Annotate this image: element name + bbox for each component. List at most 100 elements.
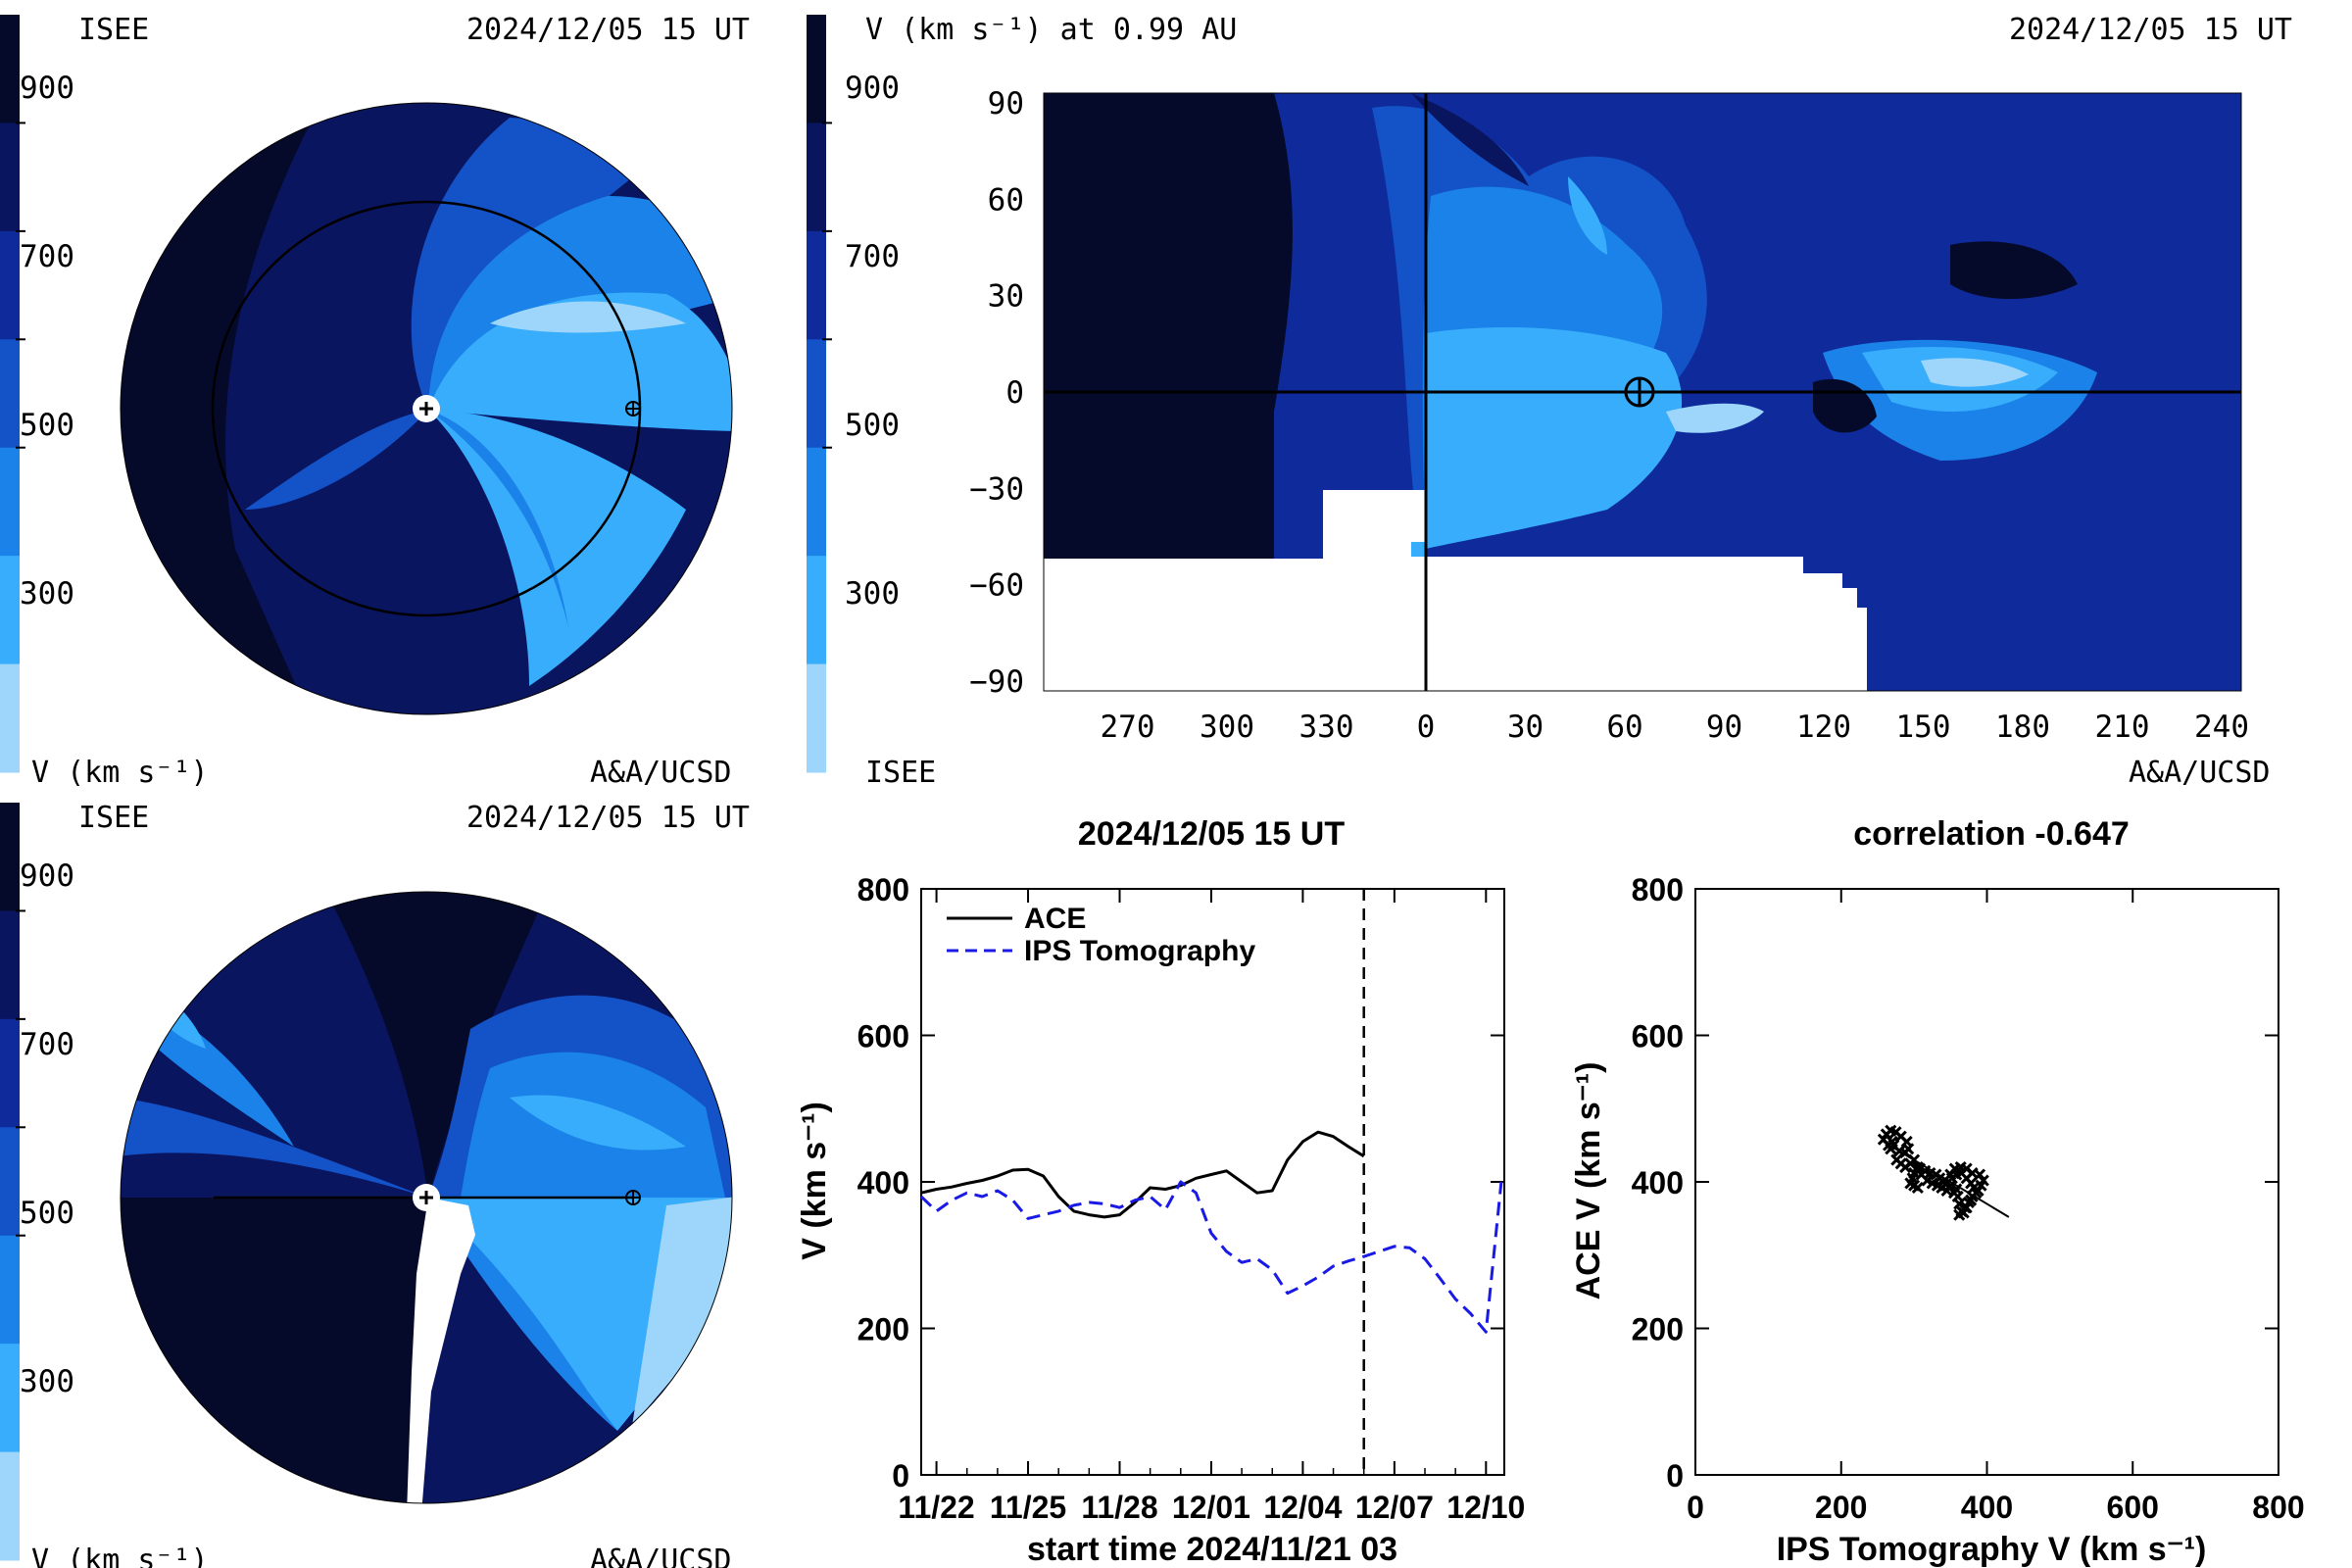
map-nodata-region bbox=[1044, 559, 1259, 691]
colorbar-band bbox=[0, 663, 20, 773]
disk-band-light bbox=[490, 301, 686, 333]
colorbar-band bbox=[807, 663, 826, 773]
unit-label: V (km s⁻¹) bbox=[31, 1544, 209, 1568]
map-lat-tick: −30 bbox=[969, 471, 1024, 507]
legend-ips-label: IPS Tomography bbox=[1024, 935, 1255, 967]
scatter-point bbox=[1960, 1201, 1973, 1214]
colorbar-band bbox=[0, 339, 20, 449]
org-label: ISEE bbox=[78, 13, 149, 47]
credit-label: A&A/UCSD bbox=[590, 1544, 732, 1568]
map-lon-tick: 30 bbox=[1507, 710, 1544, 745]
colorbar-top-middle bbox=[807, 15, 832, 773]
map-lat-tick: 90 bbox=[988, 86, 1024, 122]
colorbar-band bbox=[807, 556, 826, 665]
plot-frame bbox=[920, 888, 1505, 1476]
earth-marker-icon bbox=[625, 1190, 641, 1205]
colorbar-band bbox=[807, 447, 826, 557]
colorbar-band bbox=[0, 910, 20, 1020]
map-lon-tick: 300 bbox=[1200, 710, 1254, 745]
sun-cross-icon bbox=[419, 402, 433, 416]
cb-tick-900: 900 bbox=[20, 858, 74, 894]
credit-label: A&A/UCSD bbox=[590, 756, 732, 790]
map-lon-tick: 60 bbox=[1606, 710, 1642, 745]
timestamp-label: 2024/12/05 15 UT bbox=[2009, 13, 2292, 47]
scatter-chart: correlation -0.647 0 200 400 600 800 0 200 400… bbox=[1570, 815, 2305, 1568]
cb-tick-900: 900 bbox=[20, 71, 74, 106]
series-line-ips-tomography bbox=[919, 1180, 1503, 1334]
x-tick-label: 11/25 bbox=[990, 1490, 1066, 1525]
x-tick-label: 800 bbox=[2252, 1490, 2304, 1525]
colorbar-band bbox=[0, 122, 20, 232]
x-axis-label: IPS Tomography V (km s⁻¹) bbox=[1777, 1531, 2207, 1568]
y-axis-label: ACE V (km s⁻¹) bbox=[1570, 1062, 1607, 1300]
y-tick-label: 200 bbox=[1632, 1312, 1684, 1348]
scatter-point bbox=[1944, 1168, 1957, 1181]
colorbar-band bbox=[0, 230, 20, 340]
series-layer bbox=[919, 889, 1503, 1475]
colorbar-ticks-2: 900 700 500 300 bbox=[845, 71, 900, 612]
map-lon-tick: 270 bbox=[1101, 710, 1155, 745]
disk-nodata-wedge bbox=[407, 1198, 475, 1503]
map-lon-tick: 0 bbox=[1417, 710, 1436, 745]
disk-band-light bbox=[632, 1196, 732, 1426]
map-lat-tick: −90 bbox=[969, 664, 1024, 700]
map-nodata-region bbox=[1259, 490, 1426, 691]
y-tick-label: 200 bbox=[858, 1312, 909, 1348]
x-tick-label: 400 bbox=[1961, 1490, 2013, 1525]
map-lat-tick: 0 bbox=[1005, 375, 1024, 411]
unit-label-top: V (km s⁻¹) at 0.99 AU bbox=[865, 13, 1237, 47]
cb-tick-300: 300 bbox=[20, 1364, 74, 1399]
cb-tick-500: 500 bbox=[845, 408, 900, 443]
series-line-ace bbox=[920, 1130, 1365, 1219]
map-band-light bbox=[1666, 403, 1764, 433]
map-band bbox=[1568, 176, 1607, 255]
legend-ace-label: ACE bbox=[1024, 903, 1086, 935]
x-tick-label: 0 bbox=[1687, 1490, 1704, 1525]
x-tick-label: 11/22 bbox=[898, 1490, 974, 1525]
colorbar-top-left bbox=[0, 15, 25, 773]
colorbar-band bbox=[807, 15, 826, 123]
colorbar-band bbox=[807, 122, 826, 232]
colorbar-band bbox=[0, 15, 20, 123]
colorbar-band bbox=[0, 1127, 20, 1237]
map-lat-tick: 30 bbox=[988, 279, 1024, 315]
colorbar-band bbox=[0, 1344, 20, 1453]
colorbar-band bbox=[0, 803, 20, 911]
colorbar-ticks-3: 900 700 500 300 bbox=[20, 858, 74, 1399]
y-tick-label: 400 bbox=[1632, 1165, 1684, 1200]
timestamp-label: 2024/12/05 15 UT bbox=[466, 13, 750, 47]
map-lon-tick: 150 bbox=[1896, 710, 1951, 745]
disk-edge bbox=[120, 102, 733, 715]
scatter-point bbox=[1911, 1181, 1924, 1195]
disk-band bbox=[411, 118, 686, 410]
map-dark-patch bbox=[1950, 241, 2078, 299]
cb-tick-300: 300 bbox=[845, 576, 900, 612]
y-tick-label: 0 bbox=[1666, 1458, 1684, 1494]
legend: ACE IPS Tomography bbox=[947, 903, 1255, 967]
map-lon-tick: 90 bbox=[1706, 710, 1742, 745]
x-tick-label: 200 bbox=[1815, 1490, 1867, 1525]
y-axis-ticks: 0 200 400 600 800 bbox=[1632, 872, 2278, 1494]
ecliptic-speed-disk bbox=[120, 102, 733, 715]
map-lon-tick-labels: 270 300 330 0 30 60 90 120 150 180 210 240 bbox=[1101, 710, 2250, 745]
meridional-speed-disk bbox=[120, 891, 733, 1504]
scatter-point bbox=[1977, 1174, 1989, 1187]
x-tick-label: 11/28 bbox=[1081, 1490, 1157, 1525]
sun-cross-icon bbox=[419, 1191, 433, 1204]
disk-band bbox=[121, 1098, 428, 1198]
x-tick-label: 600 bbox=[2107, 1490, 2159, 1525]
timestamp-label: 2024/12/05 15 UT bbox=[466, 801, 750, 835]
disk-band bbox=[510, 1095, 686, 1151]
map-lon-tick: 330 bbox=[1299, 710, 1354, 745]
colorbar-band bbox=[0, 447, 20, 557]
credit-label: A&A/UCSD bbox=[2129, 756, 2271, 790]
plot-frame bbox=[1694, 888, 2279, 1476]
x-axis-ticks: 11/22 11/25 11/28 12/01 12/04 12/07 12/10 bbox=[898, 889, 1525, 1525]
map-band bbox=[1411, 542, 1426, 557]
cb-tick-700: 700 bbox=[20, 239, 74, 274]
map-lat-tick-labels: 90 60 30 0 −30 −60 −90 bbox=[969, 86, 1024, 700]
colorbar-bottom-left bbox=[0, 803, 25, 1561]
y-tick-label: 0 bbox=[892, 1458, 909, 1494]
